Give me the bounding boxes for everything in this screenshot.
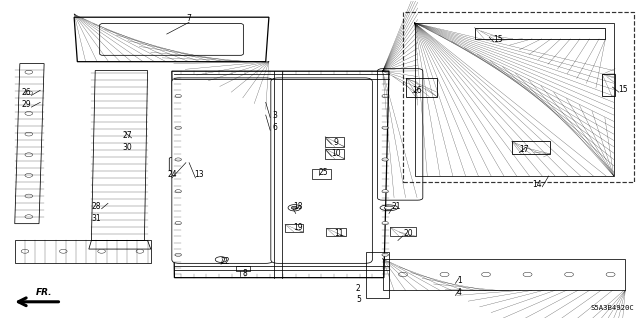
Circle shape: [25, 112, 33, 115]
Text: 26: 26: [21, 88, 31, 97]
Circle shape: [175, 190, 181, 193]
Circle shape: [136, 249, 144, 253]
Text: 17: 17: [520, 145, 529, 154]
Text: 15: 15: [618, 85, 628, 94]
FancyBboxPatch shape: [271, 78, 372, 263]
Circle shape: [481, 272, 490, 277]
Text: 18: 18: [293, 202, 302, 211]
Circle shape: [175, 253, 181, 256]
Bar: [326, 228, 346, 236]
Circle shape: [21, 249, 29, 253]
Circle shape: [606, 272, 615, 277]
Polygon shape: [172, 71, 389, 278]
Text: 29: 29: [21, 100, 31, 109]
Text: 24: 24: [167, 170, 177, 179]
Text: 16: 16: [412, 86, 422, 95]
Circle shape: [399, 272, 408, 277]
Bar: [325, 149, 344, 159]
Text: 20: 20: [403, 229, 413, 238]
Text: 3: 3: [273, 111, 278, 120]
Text: 31: 31: [92, 214, 101, 223]
Circle shape: [25, 153, 33, 157]
Bar: [390, 227, 416, 236]
Text: 30: 30: [122, 143, 132, 152]
Text: S5A3B4920C: S5A3B4920C: [591, 305, 634, 311]
FancyBboxPatch shape: [100, 24, 243, 55]
Text: 9: 9: [333, 137, 339, 146]
Bar: [474, 28, 605, 39]
Text: 25: 25: [318, 168, 328, 177]
Circle shape: [25, 91, 33, 95]
Text: 10: 10: [331, 149, 340, 158]
Text: 1: 1: [457, 276, 461, 285]
Circle shape: [382, 190, 388, 193]
Circle shape: [175, 94, 181, 98]
Text: 28: 28: [92, 202, 101, 211]
FancyBboxPatch shape: [172, 78, 273, 263]
Circle shape: [175, 126, 181, 129]
Text: 7: 7: [187, 14, 191, 23]
Circle shape: [25, 215, 33, 219]
Circle shape: [564, 272, 573, 277]
Bar: [403, 12, 634, 182]
Circle shape: [523, 272, 532, 277]
Text: 14: 14: [532, 180, 542, 189]
Bar: [406, 78, 437, 97]
FancyBboxPatch shape: [175, 160, 190, 168]
Circle shape: [291, 206, 298, 209]
Circle shape: [25, 174, 33, 177]
Circle shape: [382, 253, 388, 256]
Bar: [325, 137, 344, 147]
Text: 22: 22: [221, 257, 230, 266]
Bar: [511, 141, 550, 154]
Circle shape: [25, 194, 33, 198]
Circle shape: [175, 158, 181, 161]
Ellipse shape: [384, 206, 394, 209]
Bar: [312, 169, 332, 179]
Text: FR.: FR.: [36, 288, 52, 297]
Text: 8: 8: [243, 269, 247, 278]
Text: 11: 11: [335, 229, 344, 238]
Bar: [602, 74, 615, 96]
Text: 6: 6: [273, 123, 278, 132]
Text: 27: 27: [122, 131, 132, 140]
Circle shape: [382, 126, 388, 129]
Text: 5: 5: [356, 295, 361, 304]
Circle shape: [440, 272, 449, 277]
Circle shape: [175, 221, 181, 225]
Text: 4: 4: [457, 288, 461, 297]
Circle shape: [382, 221, 388, 225]
Circle shape: [25, 132, 33, 136]
Circle shape: [382, 94, 388, 98]
Text: 2: 2: [356, 284, 361, 293]
Bar: [236, 266, 250, 271]
Text: 19: 19: [293, 223, 303, 232]
Text: 15: 15: [493, 35, 502, 44]
Text: 21: 21: [392, 202, 401, 211]
Circle shape: [25, 70, 33, 74]
Bar: [285, 224, 303, 232]
Text: 13: 13: [194, 170, 204, 179]
Circle shape: [60, 249, 67, 253]
Circle shape: [382, 158, 388, 161]
Circle shape: [98, 249, 106, 253]
